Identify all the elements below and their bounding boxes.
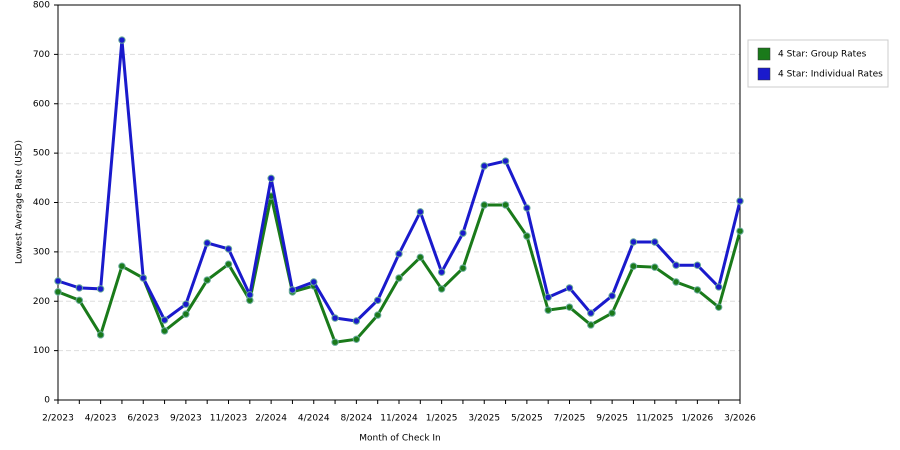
point: [544, 306, 552, 314]
point: [416, 208, 425, 216]
point: [587, 309, 595, 317]
point: [310, 278, 318, 286]
point: [501, 201, 510, 209]
point: [224, 260, 233, 268]
point: [459, 264, 467, 272]
x-tick-label: 2/2023: [42, 414, 74, 424]
y-tick-label: 600: [33, 99, 50, 109]
x-tick-label: 7/2025: [554, 414, 586, 424]
point: [203, 276, 211, 284]
point: [416, 253, 425, 262]
point: [608, 292, 616, 300]
point: [714, 283, 723, 291]
point: [501, 157, 510, 165]
point: [395, 250, 403, 258]
point: [565, 303, 574, 311]
point: [54, 277, 62, 285]
point: [714, 303, 723, 311]
point: [246, 291, 254, 299]
point: [182, 300, 190, 308]
point: [523, 204, 531, 212]
legend-label: 4 Star: Individual Rates: [778, 70, 883, 80]
point: [352, 335, 361, 343]
x-tick-label: 11/2025: [636, 414, 673, 424]
point: [54, 288, 62, 296]
x-tick-label: 2/2024: [255, 414, 287, 424]
y-tick-label: 0: [44, 396, 50, 406]
point: [139, 274, 147, 282]
x-tick-label: 4/2023: [85, 414, 117, 424]
point: [352, 317, 361, 325]
y-tick-label: 100: [33, 346, 50, 356]
point: [331, 338, 339, 346]
x-tick-label: 6/2023: [127, 414, 159, 424]
x-tick-label: 5/2025: [511, 414, 543, 424]
point: [331, 314, 339, 322]
point: [182, 310, 190, 318]
point: [75, 284, 84, 292]
y-tick-label: 800: [33, 1, 50, 11]
point: [672, 278, 680, 286]
x-tick-label: 3/2026: [724, 414, 756, 424]
point: [587, 321, 595, 329]
x-tick-label: 3/2025: [468, 414, 500, 424]
point: [629, 238, 638, 246]
legend-swatch: [757, 67, 771, 81]
series-line: [57, 195, 742, 344]
point: [480, 162, 488, 170]
x-axis-label: Month of Check In: [359, 434, 441, 444]
point: [544, 293, 552, 301]
point: [203, 239, 211, 247]
point: [75, 296, 84, 304]
y-tick-label: 400: [33, 198, 50, 208]
x-tick-label: 8/2024: [341, 414, 373, 424]
point: [160, 316, 169, 324]
legend-swatch: [757, 47, 771, 61]
y-tick-label: 500: [33, 149, 50, 159]
x-tick-label: 1/2026: [682, 414, 714, 424]
point: [224, 245, 233, 253]
point: [373, 296, 382, 304]
point: [437, 268, 446, 276]
point: [160, 327, 169, 335]
point: [480, 201, 488, 209]
point: [96, 285, 105, 293]
point: [437, 285, 446, 293]
point: [651, 263, 659, 271]
point: [608, 309, 616, 317]
point: [373, 311, 382, 319]
point: [693, 261, 702, 269]
point: [288, 286, 297, 294]
y-tick-label: 700: [33, 50, 50, 60]
y-tick-label: 300: [33, 247, 50, 257]
y-axis-label: Lowest Average Rate (USD): [15, 140, 25, 264]
point: [459, 229, 467, 237]
x-tick-label: 4/2024: [298, 414, 330, 424]
point: [693, 286, 702, 294]
legend-box: [747, 39, 889, 88]
point: [395, 274, 403, 282]
x-tick-label: 1/2025: [426, 414, 458, 424]
legend-label: 4 Star: Group Rates: [778, 50, 867, 60]
y-tick-label: 200: [33, 297, 50, 307]
point: [118, 262, 126, 270]
x-tick-label: 11/2024: [380, 414, 418, 424]
point: [523, 232, 531, 240]
point: [565, 284, 574, 292]
point: [267, 174, 275, 183]
point: [629, 262, 638, 270]
point: [736, 227, 744, 235]
point: [96, 331, 105, 339]
x-tick-label: 9/2025: [596, 414, 628, 424]
point: [672, 261, 680, 269]
point: [651, 238, 659, 246]
x-tick-label: 9/2023: [170, 414, 202, 424]
point: [118, 36, 126, 44]
x-tick-label: 11/2023: [210, 414, 247, 424]
point: [736, 197, 744, 205]
